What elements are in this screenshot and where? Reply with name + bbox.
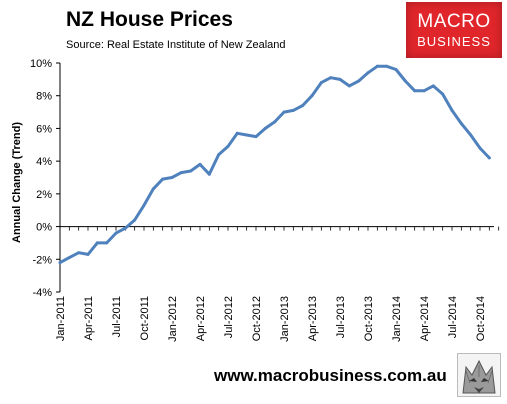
x-tick-label: Oct-2014 <box>475 296 487 341</box>
data-point <box>189 169 193 173</box>
series-layer <box>58 64 491 265</box>
data-point <box>67 256 71 260</box>
data-point <box>198 162 202 166</box>
data-point <box>338 77 342 81</box>
data-point <box>487 156 491 160</box>
data-point <box>394 68 398 71</box>
data-point <box>450 108 454 112</box>
data-point <box>310 94 314 98</box>
x-tick-label: Apr-2013 <box>307 296 319 341</box>
x-tick-label: Oct-2011 <box>139 296 151 340</box>
x-tick-label: Jul-2013 <box>335 296 347 338</box>
data-point <box>422 89 426 93</box>
data-point <box>133 218 137 222</box>
data-point <box>319 81 323 85</box>
x-tick-label: Jul-2014 <box>447 296 459 338</box>
data-point <box>86 252 90 256</box>
data-point <box>95 241 99 245</box>
data-point <box>403 79 407 83</box>
data-point <box>254 135 258 139</box>
data-point <box>123 226 127 230</box>
data-point <box>357 79 361 83</box>
data-point <box>142 203 146 207</box>
y-tick-label: 8% <box>36 91 52 103</box>
macrobusiness-logo[interactable]: MACRO BUSINESS <box>406 2 502 58</box>
y-tick-label: 0% <box>36 222 52 234</box>
data-point <box>366 71 370 75</box>
data-point <box>263 126 267 130</box>
data-point <box>217 153 221 157</box>
y-tick-label: 2% <box>36 189 52 201</box>
x-tick-label: Apr-2014 <box>419 296 431 341</box>
y-tick-label: -4% <box>32 287 52 299</box>
data-point <box>431 84 435 88</box>
data-point <box>105 241 109 245</box>
data-point <box>179 171 183 175</box>
x-tick-label: Jul-2011 <box>111 296 123 337</box>
data-point <box>441 92 445 96</box>
y-tick-label: 6% <box>36 123 52 135</box>
x-tick-label: Oct-2013 <box>363 296 375 341</box>
x-tick-label: Jan-2012 <box>167 296 179 342</box>
data-point <box>469 133 473 137</box>
chart-title: NZ House Prices <box>66 8 233 31</box>
series-line <box>58 64 491 265</box>
x-tick-label: Apr-2011 <box>83 296 95 340</box>
y-tick-label: 4% <box>36 156 52 168</box>
x-tick-label: Oct-2012 <box>251 296 263 341</box>
data-point <box>375 64 379 68</box>
axis-ticks <box>56 62 500 293</box>
data-point <box>347 84 351 88</box>
x-tick-label: Jan-2011 <box>55 296 67 341</box>
data-point <box>291 108 295 112</box>
chart-source: Source: Real Estate Institute of New Zea… <box>66 39 286 51</box>
data-point <box>385 64 389 68</box>
data-point <box>459 122 463 125</box>
logo-line-macro: MACRO <box>417 11 491 32</box>
data-point <box>114 231 118 235</box>
x-tick-label: Jan-2014 <box>391 296 403 342</box>
tick-labels: -4% -2% 0% 2% 4% 6% 8% 10% Jan-2011 Apr-2011 Jul-2… <box>30 58 487 342</box>
data-point <box>282 110 286 114</box>
data-point <box>245 133 249 137</box>
data-point <box>273 120 277 124</box>
x-tick-label: Jul-2012 <box>223 296 235 338</box>
data-point <box>161 177 165 181</box>
data-point <box>478 146 482 150</box>
data-point <box>235 131 239 135</box>
data-point <box>151 187 155 191</box>
y-tick-label: 10% <box>30 58 52 70</box>
data-point <box>58 261 62 265</box>
wolf-emblem-icon <box>457 353 501 397</box>
x-tick-label: Jan-2013 <box>279 296 291 342</box>
data-point <box>329 76 333 80</box>
logo-line-business: BUSINESS <box>417 34 491 49</box>
y-tick-label: -2% <box>32 254 52 266</box>
website-url[interactable]: www.macrobusiness.com.au <box>214 366 447 385</box>
x-tick-label: Apr-2012 <box>195 296 207 341</box>
data-point <box>226 144 230 148</box>
data-point <box>77 251 81 255</box>
data-point <box>170 176 174 179</box>
data-point <box>301 104 305 107</box>
data-point <box>207 172 211 176</box>
data-point <box>413 89 417 93</box>
